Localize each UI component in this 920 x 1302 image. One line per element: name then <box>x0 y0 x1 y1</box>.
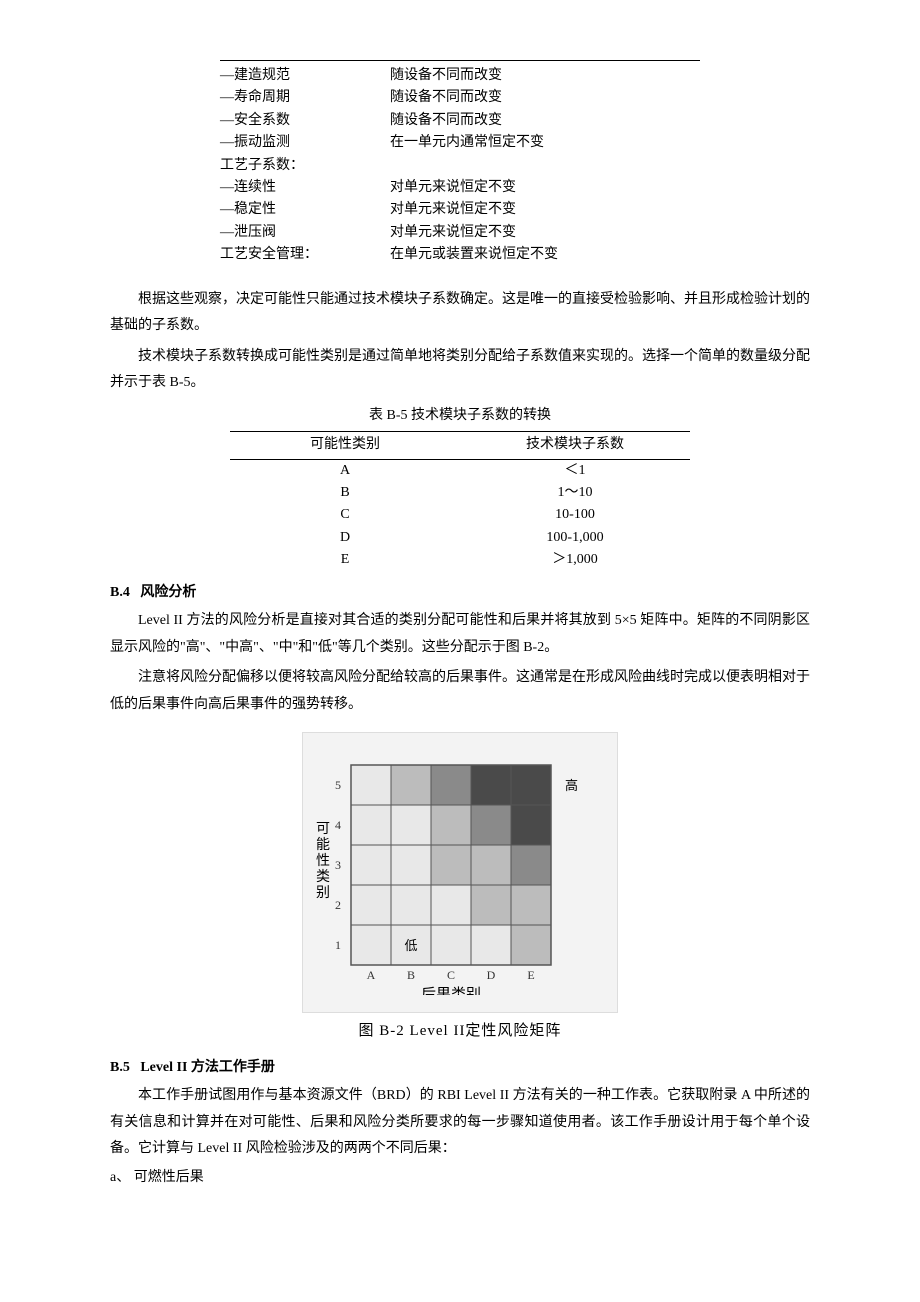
svg-text:C: C <box>447 968 455 982</box>
table-b5-row: B1～10 <box>230 482 690 504</box>
table-b4-row: —建造规范随设备不同而改变 <box>220 65 700 87</box>
table-b4-cell-left: —建造规范 <box>220 65 390 87</box>
table-b4-cell-right: 对单元来说恒定不变 <box>390 199 700 221</box>
table-b5-row: C10-100 <box>230 504 690 526</box>
table-b4-cell-left: —泄压阀 <box>220 222 390 244</box>
svg-text:B: B <box>407 968 415 982</box>
table-b4-cell-left: —振动监测 <box>220 132 390 154</box>
table-b5-cell: C <box>230 504 460 526</box>
section-b5-num: B.5 <box>110 1060 130 1075</box>
section-b4-title: 风险分析 <box>140 585 196 600</box>
svg-text:1: 1 <box>335 938 341 952</box>
svg-text:A: A <box>367 968 376 982</box>
table-b5-header-cell: 技术模块子系数 <box>460 434 690 456</box>
table-b4-cell-left: 工艺安全管理： <box>220 244 390 266</box>
table-b4-row: —寿命周期随设备不同而改变 <box>220 87 700 109</box>
para-observation: 根据这些观察，决定可能性只能通过技术模块子系数确定。这是唯一的直接受检验影响、并… <box>110 287 810 340</box>
table-b4-cell-right: 随设备不同而改变 <box>390 65 700 87</box>
table-b5-cell: ＞1,000 <box>460 549 690 571</box>
table-b4-cell-right: 在单元或装置来说恒定不变 <box>390 244 700 266</box>
table-b5-cell: D <box>230 527 460 549</box>
table-b4-row: —泄压阀对单元来说恒定不变 <box>220 222 700 244</box>
table-b5-cell: 1～10 <box>460 482 690 504</box>
section-b5-title: Level II 方法工作手册 <box>140 1060 275 1075</box>
table-b4-cell-left: —安全系数 <box>220 110 390 132</box>
para-conversion: 技术模块子系数转换成可能性类别是通过简单地将类别分配给子系数值来实现的。选择一个… <box>110 344 810 397</box>
figure-b2-svg-wrap: 1 2 3 4 5 A B C D E 可能性类别后果类别 高低 <box>302 732 618 1012</box>
table-b4-row: 工艺安全管理：在单元或装置来说恒定不变 <box>220 244 700 266</box>
table-b4-cell-left: —连续性 <box>220 177 390 199</box>
section-b4-para2: 注意将风险分配偏移以便将较高风险分配给较高的后果事件。这通常是在形成风险曲线时完… <box>110 665 810 718</box>
section-b5-para1: 本工作手册试图用作与基本资源文件（BRD）的 RBI Level II 方法有关… <box>110 1083 810 1163</box>
table-b4-cell-right: 在一单元内通常恒定不变 <box>390 132 700 154</box>
risk-matrix-svg: 1 2 3 4 5 A B C D E 可能性类别后果类别 高低 <box>311 745 601 995</box>
table-b4-row: —连续性对单元来说恒定不变 <box>220 177 700 199</box>
table-b5-row: E＞1,000 <box>230 549 690 571</box>
figure-b2-caption: 图 B-2 Level II定性风险矩阵 <box>110 1019 810 1043</box>
table-b4-continuation: —建造规范随设备不同而改变—寿命周期随设备不同而改变—安全系数随设备不同而改变—… <box>220 60 700 267</box>
table-b5-cell: ＜1 <box>460 460 690 482</box>
table-b4-cell-left: —寿命周期 <box>220 87 390 109</box>
section-b4-num: B.4 <box>110 585 130 600</box>
table-b4-row: 工艺子系数： <box>220 155 700 177</box>
table-b4-cell-left: 工艺子系数： <box>220 155 390 177</box>
table-b4-row: —稳定性对单元来说恒定不变 <box>220 199 700 221</box>
table-b4-cell-right: 随设备不同而改变 <box>390 87 700 109</box>
table-b5-cell: E <box>230 549 460 571</box>
figure-b2: 1 2 3 4 5 A B C D E 可能性类别后果类别 高低 图 B-2 Level II定性风险… <box>110 732 810 1042</box>
list-item-a: a、 可燃性后果 <box>110 1167 810 1189</box>
svg-text:可能性类别: 可能性类别 <box>316 822 330 901</box>
section-b4-para1: Level II 方法的风险分析是直接对其合适的类别分配可能性和后果并将其放到 … <box>110 608 810 661</box>
table-b4-row: —振动监测在一单元内通常恒定不变 <box>220 132 700 154</box>
svg-text:2: 2 <box>335 898 341 912</box>
svg-text:D: D <box>487 968 496 982</box>
table-b5-cell: 10-100 <box>460 504 690 526</box>
svg-text:低: 低 <box>404 938 417 953</box>
table-b5-header-cell: 可能性类别 <box>230 434 460 456</box>
table-b5-cell: A <box>230 460 460 482</box>
table-b5-cell: B <box>230 482 460 504</box>
svg-text:高: 高 <box>565 778 578 793</box>
table-b5-row: D100-1,000 <box>230 527 690 549</box>
svg-text:4: 4 <box>335 818 341 832</box>
table-b4-cell-right: 对单元来说恒定不变 <box>390 222 700 244</box>
svg-text:3: 3 <box>335 858 341 872</box>
svg-text:后果类别: 后果类别 <box>421 986 481 995</box>
table-b4-row: —安全系数随设备不同而改变 <box>220 110 700 132</box>
table-b5-cell: 100-1,000 <box>460 527 690 549</box>
table-b5-header-row: 可能性类别技术模块子系数 <box>230 431 690 459</box>
table-b5: 可能性类别技术模块子系数A＜1B1～10C10-100D100-1,000E＞1… <box>230 431 690 571</box>
section-b4-heading: B.4 风险分析 <box>110 582 810 604</box>
table-b4-cell-left: —稳定性 <box>220 199 390 221</box>
table-b4-cell-right <box>390 155 700 177</box>
svg-text:E: E <box>527 968 534 982</box>
section-b5-heading: B.5 Level II 方法工作手册 <box>110 1057 810 1079</box>
table-b5-title: 表 B-5 技术模块子系数的转换 <box>110 405 810 427</box>
svg-text:5: 5 <box>335 778 341 792</box>
table-b5-row: A＜1 <box>230 460 690 482</box>
table-b4-cell-right: 对单元来说恒定不变 <box>390 177 700 199</box>
table-b4-cell-right: 随设备不同而改变 <box>390 110 700 132</box>
